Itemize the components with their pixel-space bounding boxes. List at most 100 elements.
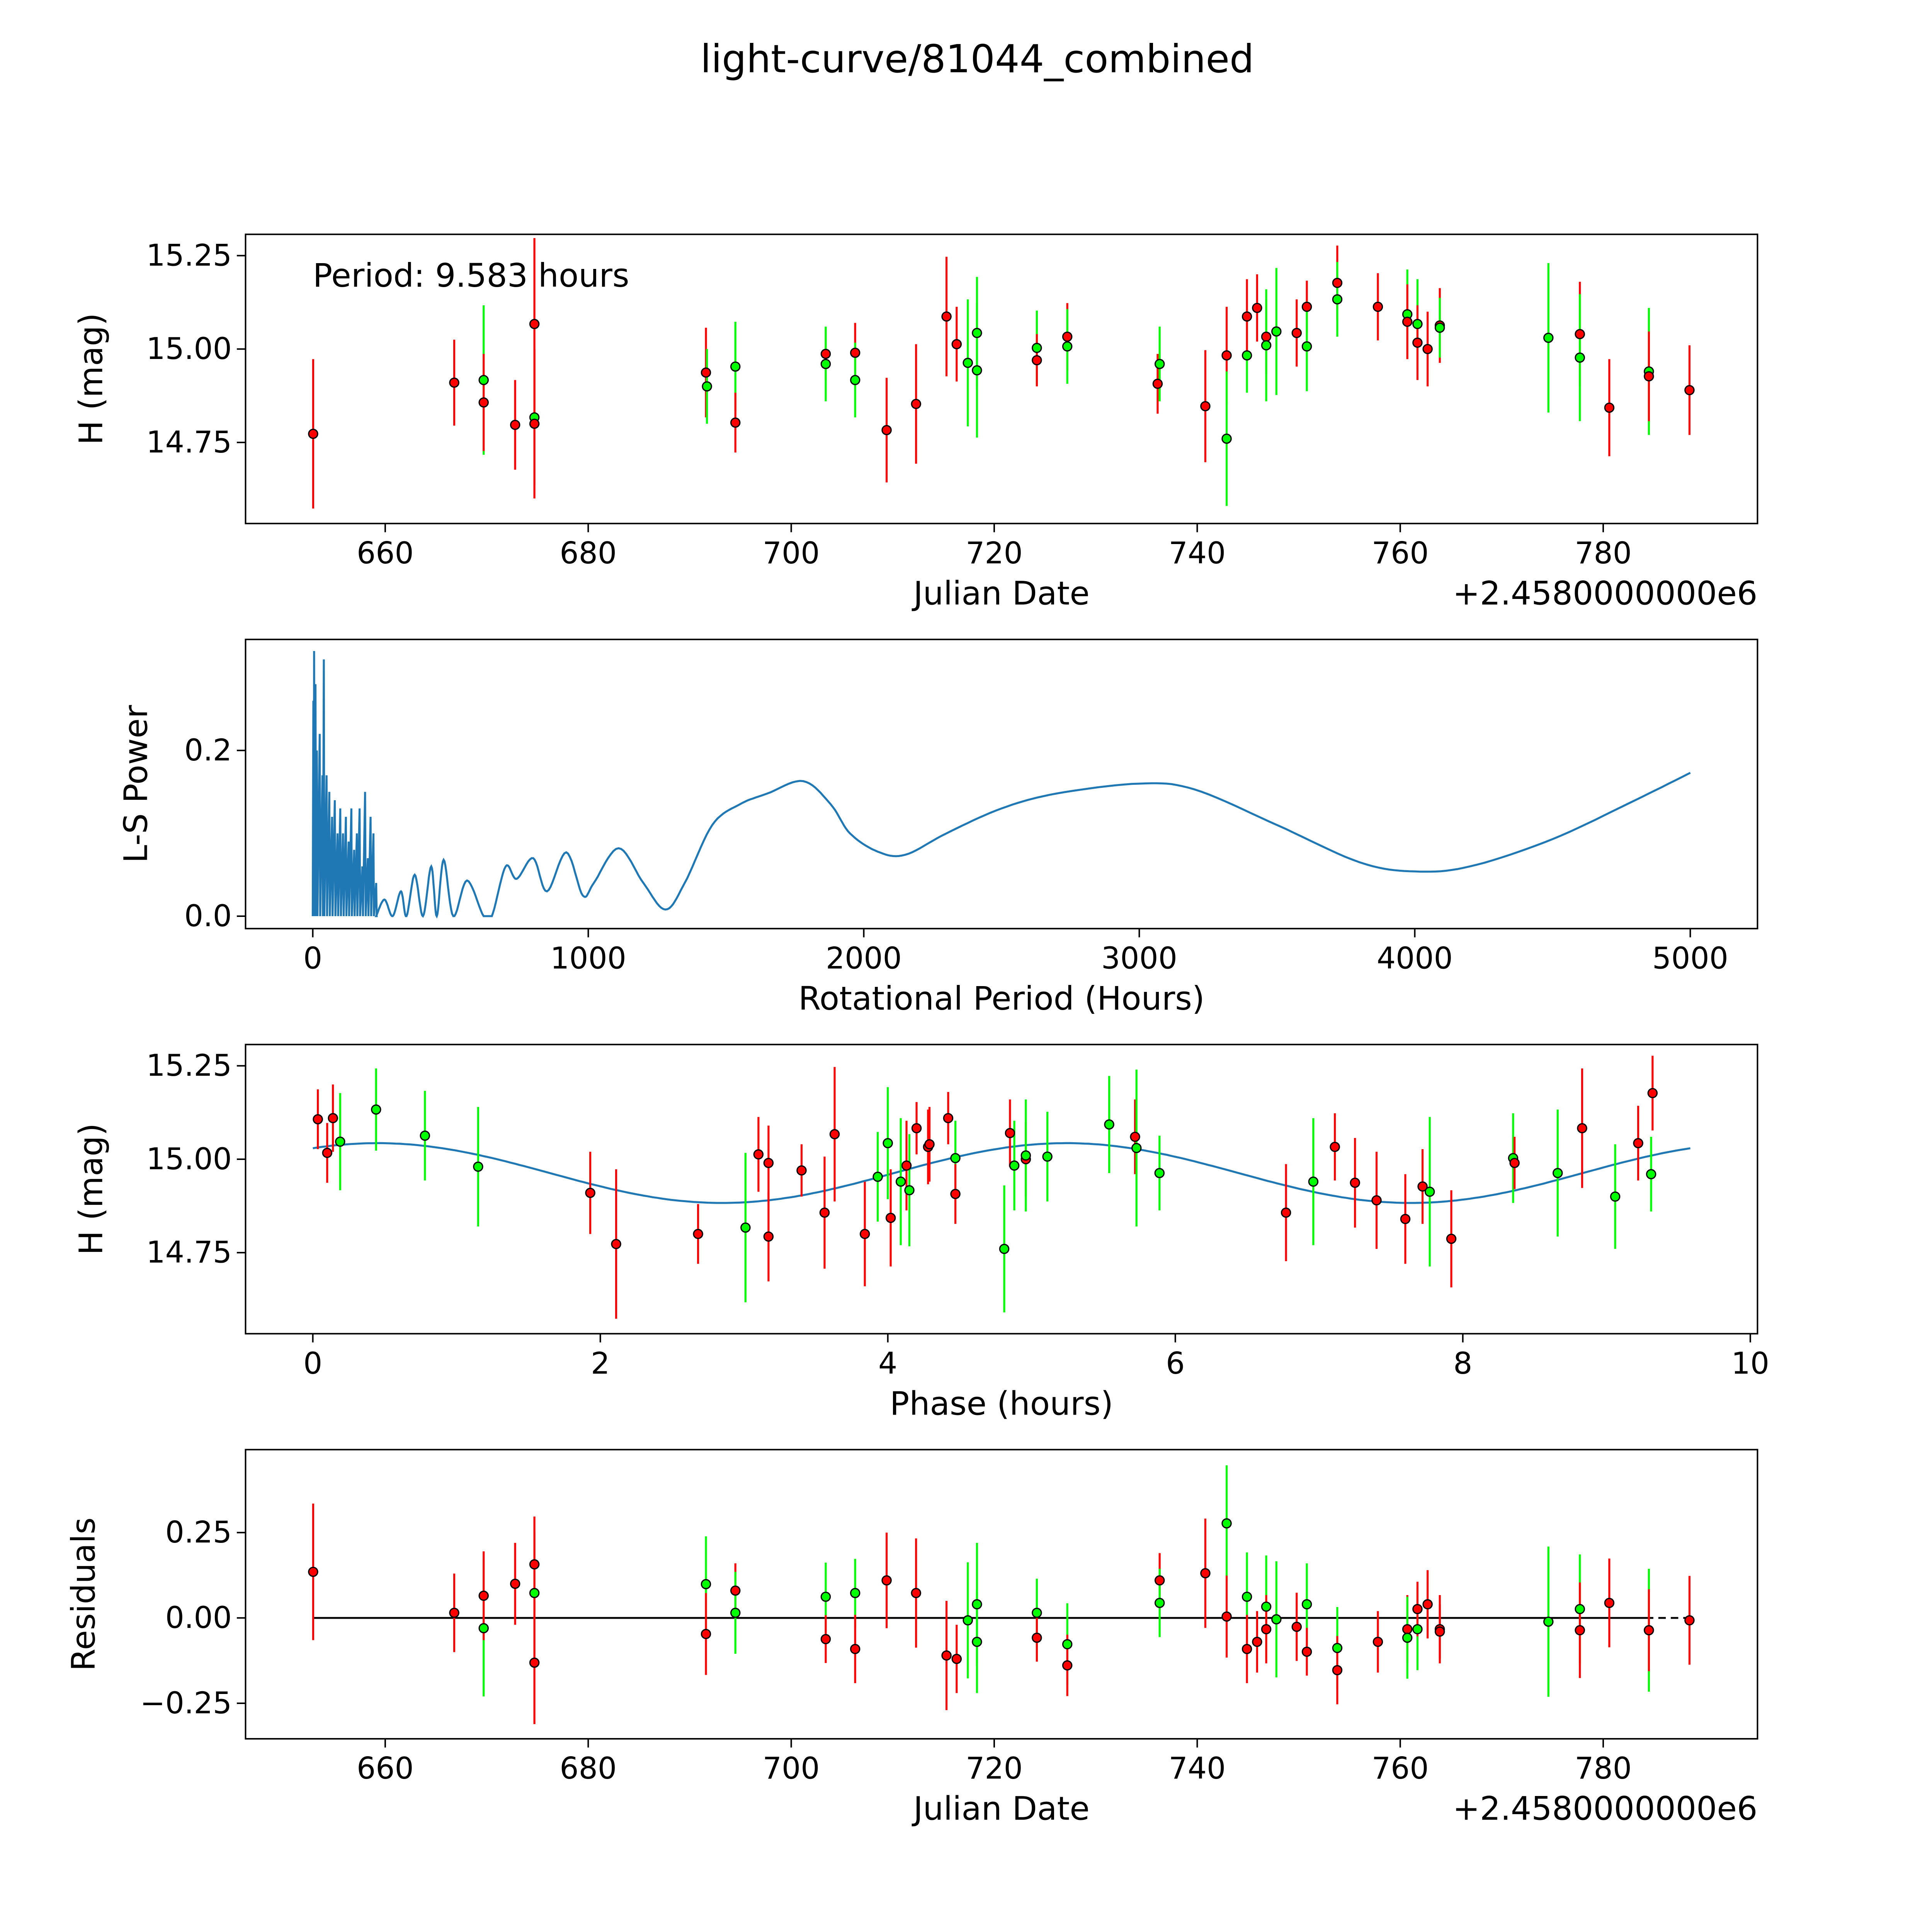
y-tick-label: 14.75 (146, 1235, 232, 1270)
data-point (999, 1243, 1010, 1254)
data-point (1402, 1624, 1413, 1634)
data-point (730, 1607, 741, 1618)
x-tick-label: 720 (966, 536, 1023, 571)
data-point (1575, 329, 1585, 339)
y-tick-label: 0.25 (165, 1515, 232, 1550)
data-point (1221, 1611, 1232, 1622)
x-tick-label: 680 (560, 1751, 617, 1786)
y-tick-label: 15.25 (146, 1048, 232, 1083)
data-point (1242, 1644, 1252, 1654)
data-point (1446, 1233, 1457, 1244)
x-tick-label: 720 (966, 1751, 1023, 1786)
axes-frame (245, 1044, 1759, 1335)
data-point (1020, 1150, 1031, 1161)
plot-area (313, 1056, 1690, 1319)
data-point (473, 1162, 483, 1172)
data-point (1301, 1599, 1312, 1610)
x-tick-label: 760 (1372, 536, 1429, 571)
data-point (1332, 1643, 1343, 1653)
data-point (730, 417, 741, 428)
data-point (1577, 1123, 1587, 1134)
plot-area (308, 1465, 1695, 1725)
data-point (1332, 1665, 1343, 1675)
data-point (1424, 1186, 1435, 1197)
data-point (820, 1592, 831, 1602)
data-point (1412, 337, 1423, 348)
data-point (763, 1158, 774, 1168)
data-point (1104, 1119, 1114, 1130)
data-point (1252, 303, 1262, 313)
data-point (951, 1654, 962, 1664)
data-point (911, 399, 921, 409)
data-point (1221, 1518, 1232, 1529)
data-point (1422, 344, 1433, 354)
data-point (701, 1629, 711, 1639)
data-point (1543, 333, 1554, 343)
data-point (1412, 319, 1423, 329)
data-point (1372, 301, 1383, 312)
data-point (753, 1149, 764, 1160)
data-point (1200, 401, 1211, 412)
data-point (308, 1566, 318, 1577)
data-point (885, 1213, 896, 1223)
x-tick-label: 0 (303, 1346, 322, 1381)
data-point (850, 1588, 861, 1598)
data-point (881, 1575, 892, 1586)
data-point (1644, 371, 1654, 382)
x-offset-text: +2.4580000000e6 (1453, 1790, 1758, 1828)
x-tick-label: 1000 (550, 941, 626, 976)
data-point (1221, 434, 1232, 444)
data-point (1575, 1625, 1585, 1636)
y-axis-label: Residuals (65, 1517, 102, 1671)
data-point (850, 375, 861, 385)
x-tick-label: 780 (1575, 1751, 1632, 1786)
data-point (1291, 1621, 1302, 1632)
data-point (1400, 1214, 1411, 1224)
data-point (1417, 1181, 1428, 1192)
data-point (1261, 1624, 1272, 1634)
data-point (1371, 1195, 1382, 1206)
data-point (950, 1189, 961, 1199)
data-point (740, 1222, 751, 1233)
data-point (1131, 1143, 1142, 1153)
data-point (895, 1176, 906, 1187)
data-point (820, 359, 831, 369)
data-point (972, 1636, 982, 1647)
data-point (1372, 1636, 1383, 1647)
data-point (1261, 332, 1272, 342)
data-point (1261, 340, 1272, 350)
data-point (1032, 1607, 1042, 1618)
y-axis-label: H (mag) (72, 1123, 110, 1255)
data-point (819, 1208, 830, 1218)
panel-light-curve: 660 680 700 720 740 760 780 14.75 15.00 15.25 Juli… (72, 233, 1759, 612)
data-point (859, 1229, 870, 1239)
data-point (328, 1113, 338, 1123)
data-point (883, 1138, 893, 1148)
data-point (701, 1579, 711, 1589)
data-point (1009, 1160, 1020, 1171)
data-point (1610, 1191, 1621, 1202)
data-point (1412, 1624, 1423, 1634)
x-axis-label: Rotational Period (Hours) (798, 980, 1204, 1017)
data-point (1646, 1169, 1656, 1179)
data-point (1575, 352, 1585, 363)
x-tick-label: 5000 (1652, 941, 1728, 976)
data-point (693, 1229, 703, 1239)
data-point (1543, 1616, 1554, 1627)
x-tick-label: 2 (591, 1346, 610, 1381)
data-point (1062, 341, 1073, 352)
y-axis-label: H (mag) (72, 313, 110, 445)
data-point (963, 357, 973, 368)
data-point (1647, 1088, 1658, 1099)
data-point (1575, 1604, 1585, 1614)
data-point (308, 429, 318, 439)
axes-frame (245, 638, 1759, 930)
data-point (478, 1623, 489, 1633)
data-point (904, 1185, 915, 1196)
data-point (529, 1588, 540, 1598)
data-point (1032, 355, 1042, 366)
data-point (820, 349, 831, 359)
data-point (829, 1129, 840, 1139)
data-point (763, 1231, 774, 1242)
data-point (730, 1585, 741, 1596)
